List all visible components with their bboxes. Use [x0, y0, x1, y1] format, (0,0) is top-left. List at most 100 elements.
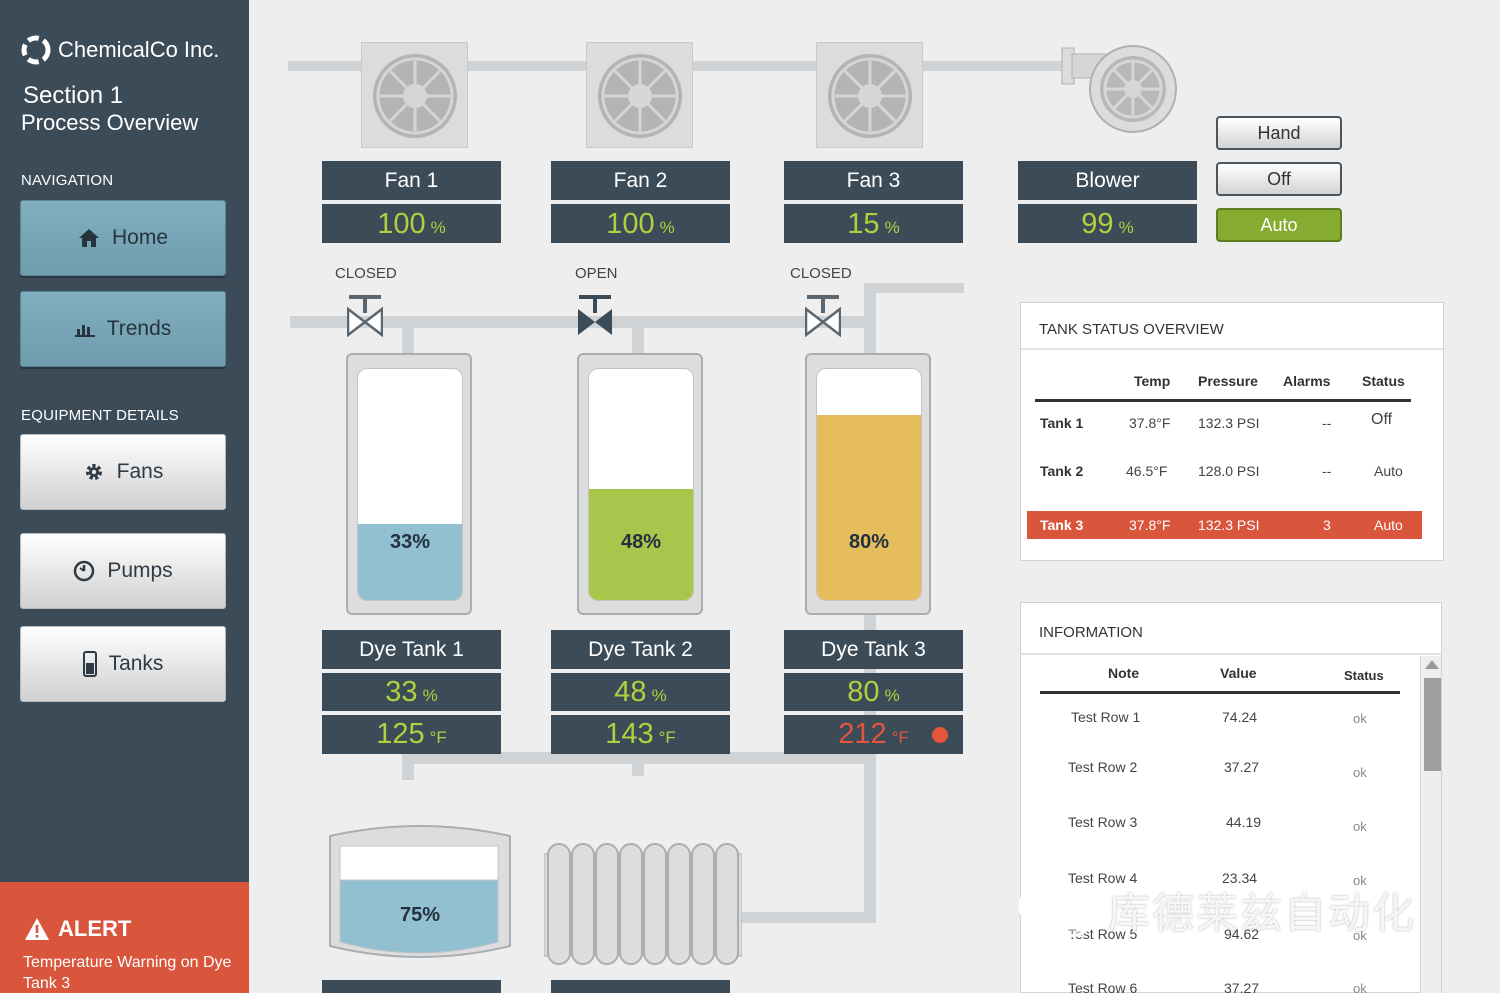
tank-status-panel: TANK STATUS OVERVIEW Temp Pressure Alarm…: [1020, 302, 1444, 561]
nav-tanks-label: Tanks: [108, 652, 164, 675]
dye-tank-3-level: 80%: [784, 673, 963, 711]
fan3-name: Fan 3: [784, 161, 963, 200]
row-pressure: 132.3 PSI: [1198, 415, 1260, 431]
auto-mode-button[interactable]: Auto: [1216, 208, 1342, 242]
valve3[interactable]: [804, 295, 842, 342]
row-note: Test Row 6: [1068, 980, 1138, 993]
nav-trends-button[interactable]: Trends: [20, 291, 226, 367]
home-icon: [78, 228, 100, 248]
nav-home-button[interactable]: Home: [20, 200, 226, 276]
dye-tank-2[interactable]: 48%: [577, 353, 703, 615]
row-status: ok: [1353, 819, 1367, 834]
col-header-status: Status: [1362, 373, 1405, 389]
blower-name: Blower: [1018, 161, 1197, 200]
header-rule: [1040, 691, 1400, 694]
fan2-speed-value: 100: [606, 208, 655, 240]
equipment-heading: EQUIPMENT DETAILS: [21, 407, 179, 424]
heat-exchanger[interactable]: [543, 842, 743, 971]
row-temp: 37.8°F: [1129, 415, 1171, 431]
row-name: Tank 1: [1040, 415, 1084, 431]
dye-tank-2-temp: 143 °F: [551, 715, 730, 754]
blower-unit[interactable]: [1060, 44, 1180, 141]
temp-unit: °F: [658, 728, 676, 747]
table-row-highlighted[interactable]: Tank 3 37.8°F 132.3 PSI 3 Auto: [1027, 511, 1422, 539]
row-note: Test Row 1: [1071, 709, 1141, 725]
row-status: ok: [1353, 711, 1367, 726]
row-temp: 37.8°F: [1129, 517, 1171, 533]
level-value: 33: [385, 676, 418, 708]
dye-tank-3-temp: 212 °F: [784, 715, 963, 754]
blower-icon: [1061, 45, 1177, 133]
temp-value: 143: [605, 718, 654, 750]
alert-message: Temperature Warning on Dye Tank 3: [23, 954, 232, 992]
fan-icon: [373, 54, 457, 138]
row-value: 74.24: [1222, 709, 1258, 725]
divider: [1021, 348, 1443, 350]
dye-tank-1[interactable]: 33%: [346, 353, 472, 615]
row-alarms: --: [1322, 463, 1332, 479]
tank-level-text: 48%: [620, 531, 662, 553]
scroll-thumb[interactable]: [1424, 678, 1441, 771]
fan1-name: Fan 1: [322, 161, 501, 200]
valve2[interactable]: [577, 295, 613, 342]
fan1-speed-value: 100: [377, 208, 426, 240]
temp-unit: °F: [429, 728, 447, 747]
dye-tank-2-name: Dye Tank 2: [551, 630, 730, 669]
row-value: 37.27: [1224, 759, 1260, 775]
nav-fans-button[interactable]: Fans: [20, 434, 226, 510]
hand-mode-button[interactable]: Hand: [1216, 116, 1342, 150]
alert-title: ALERT: [58, 916, 132, 941]
nav-tanks-button[interactable]: Tanks: [20, 626, 226, 702]
fan3-unit[interactable]: [816, 42, 923, 148]
row-pressure: 128.0 PSI: [1198, 463, 1260, 479]
tank-vessel: 48%: [588, 368, 694, 601]
row-status: Auto: [1374, 517, 1403, 533]
level-unit: %: [884, 686, 900, 705]
dye-tank-1-name: Dye Tank 1: [322, 630, 501, 669]
row-note: Test Row 4: [1068, 870, 1138, 886]
nav-fans-label: Fans: [116, 460, 164, 483]
tank3-feed-pipe: [864, 322, 876, 356]
row-status: ok: [1353, 981, 1367, 993]
alert-header: ALERT: [24, 916, 131, 942]
navigation-heading: NAVIGATION: [21, 172, 114, 189]
watermark: 库德莱兹自动化: [1018, 880, 1416, 941]
information-scrollbar[interactable]: [1420, 656, 1441, 993]
off-mode-button[interactable]: Off: [1216, 162, 1342, 196]
temp-value: 125: [376, 718, 425, 750]
nav-trends-label: Trends: [106, 317, 172, 340]
tank-vessel: 33%: [357, 368, 463, 601]
gauge-icon: [73, 560, 95, 582]
row-pressure: 132.3 PSI: [1198, 517, 1260, 533]
storage-tank[interactable]: 75%: [328, 822, 512, 969]
valve1[interactable]: [346, 295, 384, 342]
wechat-logo-icon: [1018, 883, 1094, 937]
valve-closed-icon: [346, 295, 384, 338]
tank-level-text: 33%: [389, 531, 431, 553]
temp-unit: °F: [891, 728, 909, 747]
dye-tank-1-temp: 125 °F: [322, 715, 501, 754]
alert-panel[interactable]: ALERT Temperature Warning on Dye Tank 3: [0, 882, 249, 993]
tank1-drain-pipe: [402, 752, 414, 780]
section-title: Section 1: [23, 82, 124, 109]
level-value: 80: [847, 676, 880, 708]
fan2-speed: 100%: [551, 204, 730, 243]
row-temp: 46.5°F: [1126, 463, 1168, 479]
blower-speed-unit: %: [1118, 218, 1134, 237]
fan-icon: [828, 54, 912, 138]
col-header-note: Note: [1108, 665, 1140, 681]
tank2-feed-pipe: [632, 322, 644, 356]
fan1-unit[interactable]: [361, 42, 468, 148]
nav-pumps-button[interactable]: Pumps: [20, 533, 226, 609]
divider: [1021, 653, 1441, 655]
header-rule: [1035, 399, 1411, 402]
col-header-alarms: Alarms: [1283, 373, 1331, 389]
level-unit: %: [651, 686, 667, 705]
scroll-up-arrow-icon[interactable]: [1425, 660, 1439, 669]
dye-tank-3[interactable]: 80%: [805, 353, 931, 615]
row-name: Tank 2: [1040, 463, 1084, 479]
storage-feed-pipe: [728, 912, 874, 923]
valve1-state: CLOSED: [335, 265, 397, 282]
temp-value: 212: [838, 718, 887, 750]
fan2-unit[interactable]: [586, 42, 693, 148]
